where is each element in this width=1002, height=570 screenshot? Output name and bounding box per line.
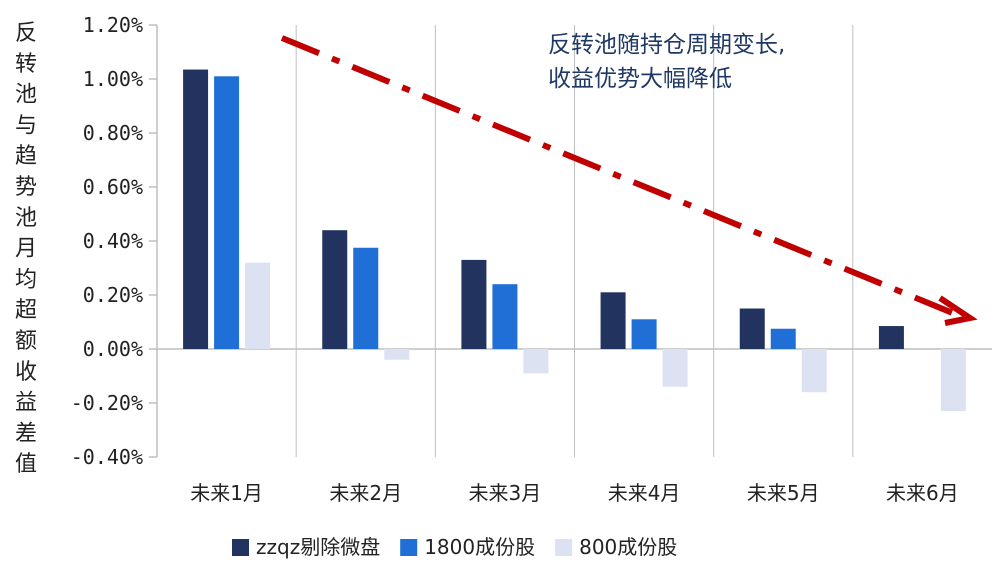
bar <box>631 319 657 349</box>
bar <box>878 326 904 349</box>
y-axis-label-char: 益 <box>15 391 37 416</box>
bar <box>600 292 626 349</box>
trend-arrow-head <box>938 295 978 326</box>
annotation-line: 反转池随持仓周期变长, <box>548 32 785 58</box>
y-axis-label-char: 月 <box>15 237 37 262</box>
bar <box>384 349 410 360</box>
bar <box>353 247 379 349</box>
bar <box>801 349 827 393</box>
annotation-line: 收益优势大幅降低 <box>548 66 732 92</box>
legend-swatch <box>232 539 249 556</box>
y-tick-label: 0.60% <box>83 175 143 199</box>
y-axis-label-char: 趋 <box>15 144 37 169</box>
y-axis-label-char: 反 <box>15 21 37 46</box>
bar <box>322 230 348 349</box>
bar <box>940 349 966 412</box>
y-tick-label: 1.20% <box>83 13 143 37</box>
y-tick-label: -0.40% <box>71 445 143 469</box>
y-tick-label: -0.20% <box>71 391 143 415</box>
y-axis-label-char: 值 <box>15 452 37 477</box>
legend-swatch <box>555 539 573 556</box>
y-axis-label-char: 超 <box>15 298 37 323</box>
legend-label: zzqz剔除微盘 <box>256 535 380 559</box>
x-tick-label: 未来1月 <box>190 481 263 505</box>
trend-arrow-line <box>280 35 962 319</box>
trend-arrow <box>280 35 978 326</box>
y-axis-label-char: 池 <box>15 206 37 231</box>
annotation: 反转池随持仓周期变长, 收益优势大幅降低 <box>548 32 785 92</box>
bars <box>183 69 966 412</box>
y-tick-label: 0.20% <box>83 283 143 307</box>
bar <box>183 69 209 350</box>
y-tick-label: 0.80% <box>83 121 143 145</box>
x-tick-label: 未来5月 <box>747 481 820 505</box>
y-axis-label-char: 转 <box>15 52 37 77</box>
bar <box>770 328 796 349</box>
legend: zzqz剔除微盘 1800成份股 800成份股 <box>232 535 677 559</box>
bar <box>523 349 549 374</box>
legend-label: 800成份股 <box>579 535 677 559</box>
y-axis-label-char: 额 <box>15 329 37 354</box>
y-tick-label: 0.40% <box>83 229 143 253</box>
y-axis-label-char: 差 <box>15 421 37 446</box>
y-axis-label-char: 势 <box>15 175 37 200</box>
y-axis-ticks: -0.40% -0.20% 0.00% 0.20% 0.40% 0.60% 0.80% 1.0… <box>71 13 157 469</box>
bar <box>739 308 765 349</box>
y-axis-label-char: 均 <box>15 267 37 292</box>
x-tick-label: 未来6月 <box>886 481 959 505</box>
legend-label: 1800成份股 <box>424 535 535 559</box>
x-axis-labels: 未来1月 未来2月 未来3月 未来4月 未来5月 未来6月 <box>190 481 959 505</box>
x-tick-label: 未来2月 <box>329 481 402 505</box>
y-tick-label: 0.00% <box>83 337 143 361</box>
bar <box>492 284 518 349</box>
bar <box>662 349 688 387</box>
x-tick-label: 未来4月 <box>608 481 681 505</box>
y-tick-label: 1.00% <box>83 67 143 91</box>
y-axis-label-char: 池 <box>15 83 37 108</box>
bar <box>461 259 487 349</box>
y-axis-label-char: 收 <box>15 360 37 385</box>
bar <box>245 262 271 349</box>
x-tick-label: 未来3月 <box>469 481 542 505</box>
y-axis-label-char: 与 <box>15 113 37 138</box>
legend-swatch <box>400 539 418 556</box>
bar <box>214 76 240 350</box>
